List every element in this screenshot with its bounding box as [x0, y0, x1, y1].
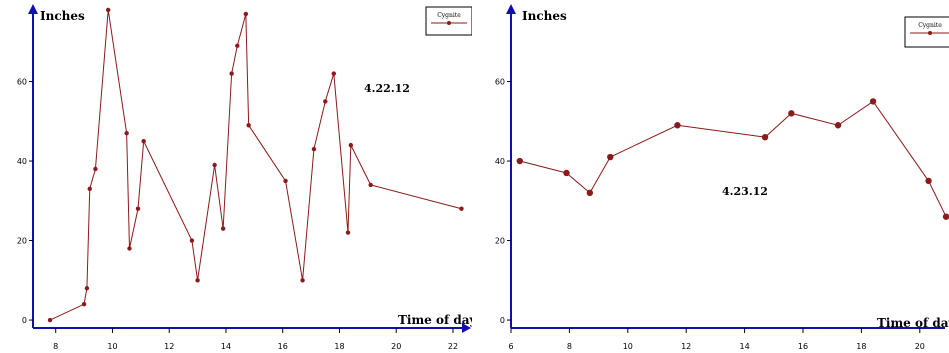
- x-tick-label: 18: [334, 342, 344, 351]
- legend-label: Cygnite: [918, 22, 942, 29]
- y-axis-title: Inches: [522, 9, 567, 23]
- legend-box: [904, 16, 949, 48]
- y-tick-label: 20: [17, 237, 27, 246]
- y-tick-label: 60: [495, 78, 505, 87]
- x-tick-label: 6: [508, 342, 513, 351]
- y-axis-arrow: [506, 4, 516, 14]
- data-point: [229, 71, 234, 76]
- data-point: [516, 157, 523, 165]
- data-point: [331, 71, 336, 76]
- data-point: [459, 206, 464, 211]
- x-axis-title: Time of day: [398, 313, 472, 327]
- data-point: [674, 122, 681, 129]
- y-axis-arrow: [28, 4, 38, 14]
- date-annotation: 4.22.12: [364, 82, 410, 95]
- x-tick-label: 10: [107, 342, 117, 351]
- y-tick-label: 40: [17, 157, 27, 166]
- x-tick-label: 20: [391, 342, 401, 351]
- x-axis-title: Time of day: [877, 316, 949, 330]
- x-tick-label: 14: [221, 342, 231, 351]
- x-tick-label: 8: [567, 342, 572, 351]
- data-point: [300, 278, 305, 283]
- data-point: [135, 206, 141, 211]
- data-point: [81, 301, 87, 307]
- data-point: [345, 230, 351, 235]
- x-tick-label: 10: [623, 342, 633, 351]
- data-point: [189, 238, 195, 243]
- data-point: [243, 11, 249, 17]
- y-tick-label: 40: [495, 157, 505, 166]
- data-point: [87, 186, 92, 192]
- x-tick-label: 16: [278, 342, 288, 351]
- data-point: [942, 213, 949, 220]
- x-tick-label: 18: [856, 342, 866, 351]
- data-point: [127, 246, 132, 251]
- series-line: [519, 100, 947, 217]
- data-point: [246, 123, 251, 128]
- x-tick-label: 12: [681, 342, 691, 351]
- legend-marker: [447, 21, 451, 25]
- y-tick-label: 0: [500, 316, 505, 325]
- data-point: [586, 189, 594, 197]
- data-point: [212, 162, 217, 168]
- y-tick-label: 60: [17, 78, 27, 87]
- x-tick-label: 12: [164, 342, 174, 351]
- data-point: [195, 278, 200, 283]
- data-point: [869, 98, 877, 105]
- data-point: [925, 177, 932, 185]
- x-tick-label: 22: [448, 342, 458, 351]
- legend-label: Cygnite: [437, 12, 461, 19]
- x-tick-label: 20: [915, 342, 925, 351]
- series-line: [49, 9, 462, 321]
- data-point: [348, 142, 354, 148]
- chart-divider: [472, 0, 474, 353]
- x-axis-arrow: [462, 323, 471, 333]
- chart-left: 0 20 40 60 8 10 12 14 16 18 20 22 Inches Time of day 4…: [17, 4, 472, 351]
- data-point: [563, 169, 570, 177]
- y-tick-label: 0: [22, 316, 27, 325]
- x-tick-label: 8: [53, 342, 58, 351]
- data-point: [47, 317, 53, 323]
- data-point: [834, 122, 842, 129]
- y-axis-title: Inches: [40, 9, 85, 23]
- date-annotation: 4.23.12: [722, 185, 768, 198]
- data-point: [141, 138, 146, 144]
- data-point: [93, 166, 98, 172]
- x-tick-label: 16: [798, 342, 808, 351]
- data-point: [368, 182, 373, 188]
- data-point: [788, 110, 795, 117]
- data-point: [761, 133, 769, 141]
- x-tick-label: 14: [740, 342, 750, 351]
- data-point: [283, 178, 288, 184]
- legend-marker: [928, 31, 932, 35]
- data-point: [607, 153, 614, 161]
- data-point: [235, 43, 240, 48]
- data-point: [124, 131, 129, 136]
- data-point: [84, 286, 90, 291]
- data-point: [105, 7, 111, 13]
- chart-right: 0 20 40 60 6 8 10 12 14 16 18 20 Inches Time of day 4.…: [495, 4, 949, 351]
- y-tick-label: 20: [495, 237, 505, 246]
- data-point: [311, 146, 317, 152]
- data-point: [220, 226, 226, 231]
- data-point: [323, 99, 328, 104]
